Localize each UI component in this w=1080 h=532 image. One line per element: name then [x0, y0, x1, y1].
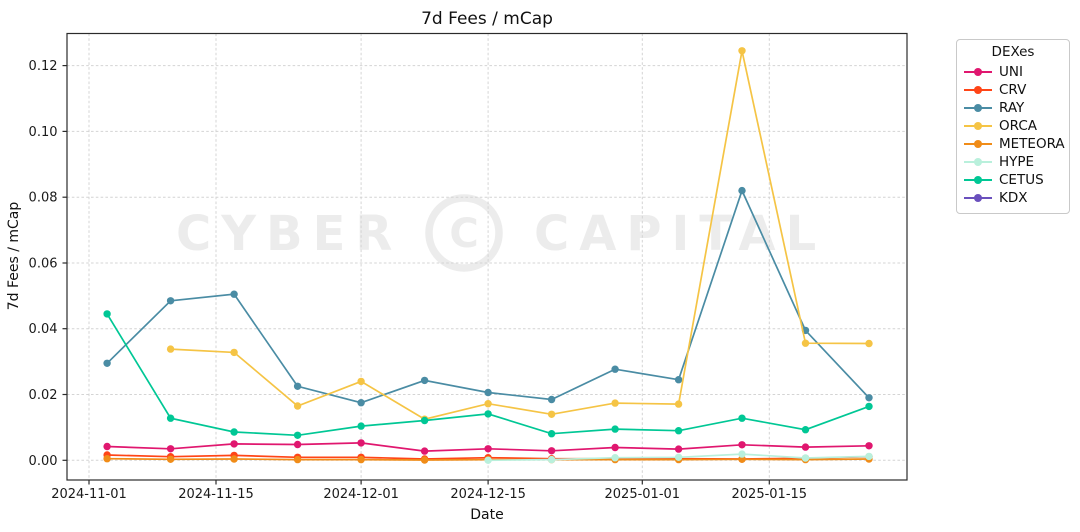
legend-marker-icon: [964, 121, 992, 131]
tick-labels: 2024-11-01 2024-11-15 2024-12-01 2024-12-15…: [29, 59, 808, 502]
legend: DEXes UNI CRV RAY ORCA METEORA: [956, 39, 1070, 214]
legend-item-label: KDX: [999, 190, 1028, 206]
x-tick-label: 2024-12-01: [323, 487, 399, 502]
x-tick-label: 2025-01-15: [732, 487, 808, 502]
legend-item-meteora: METEORA: [957, 135, 1069, 153]
y-tick-label: 0.08: [29, 191, 58, 206]
y-tick-label: 0.02: [29, 388, 58, 403]
legend-item-label: HYPE: [999, 154, 1035, 170]
series-cetus: [103, 310, 873, 439]
legend-item-label: METEORA: [999, 136, 1065, 152]
legend-item-label: RAY: [999, 100, 1025, 116]
x-axis-label: Date: [470, 507, 503, 523]
legend-marker-icon: [964, 67, 992, 77]
watermark-text-left: CYBER: [176, 206, 402, 262]
x-tick-label: 2025-01-01: [605, 487, 681, 502]
series-ray: [103, 186, 873, 407]
legend-marker-icon: [964, 193, 992, 203]
legend-marker-icon: [964, 175, 992, 185]
legend-marker-icon: [964, 85, 992, 95]
y-tick-label: 0.04: [29, 322, 58, 337]
legend-item-cetus: CETUS: [957, 171, 1069, 189]
plot-border: [66, 32, 908, 481]
legend-item-label: UNI: [999, 64, 1023, 80]
watermark: CYBER C CAPITAL: [176, 194, 826, 272]
legend-marker-icon: [964, 103, 992, 113]
series-uni: [103, 439, 873, 455]
chart-title: 7d Fees / mCap: [421, 9, 553, 29]
watermark-logo-icon: [425, 194, 503, 272]
x-tick-label: 2024-12-15: [450, 487, 526, 502]
watermark-logo-letter: C: [449, 211, 478, 257]
legend-title: DEXes: [991, 44, 1035, 60]
legend-marker-icon: [964, 139, 992, 149]
legend-item-label: CETUS: [999, 172, 1044, 188]
series-hype: [484, 450, 873, 464]
watermark-text-right: CAPITAL: [534, 206, 826, 262]
y-tick-label: 0.12: [29, 59, 58, 74]
legend-item-crv: CRV: [957, 81, 1069, 99]
legend-item-label: ORCA: [999, 118, 1037, 134]
legend-item-hype: HYPE: [957, 153, 1069, 171]
legend-item-uni: UNI: [957, 63, 1069, 81]
x-tick-label: 2024-11-01: [51, 487, 127, 502]
legend-item-ray: RAY: [957, 99, 1069, 117]
legend-item-kdx: KDX: [957, 189, 1069, 207]
tick-marks: [62, 64, 770, 485]
y-tick-label: 0.06: [29, 257, 58, 272]
legend-item-label: CRV: [999, 82, 1027, 98]
legend-item-orca: ORCA: [957, 117, 1069, 135]
y-tick-label: 0.00: [29, 454, 58, 469]
legend-marker-icon: [964, 157, 992, 167]
x-tick-label: 2024-11-15: [178, 487, 254, 502]
y-axis-label: 7d Fees / mCap: [6, 202, 22, 311]
y-tick-label: 0.10: [29, 125, 58, 140]
series-orca: [166, 47, 873, 423]
